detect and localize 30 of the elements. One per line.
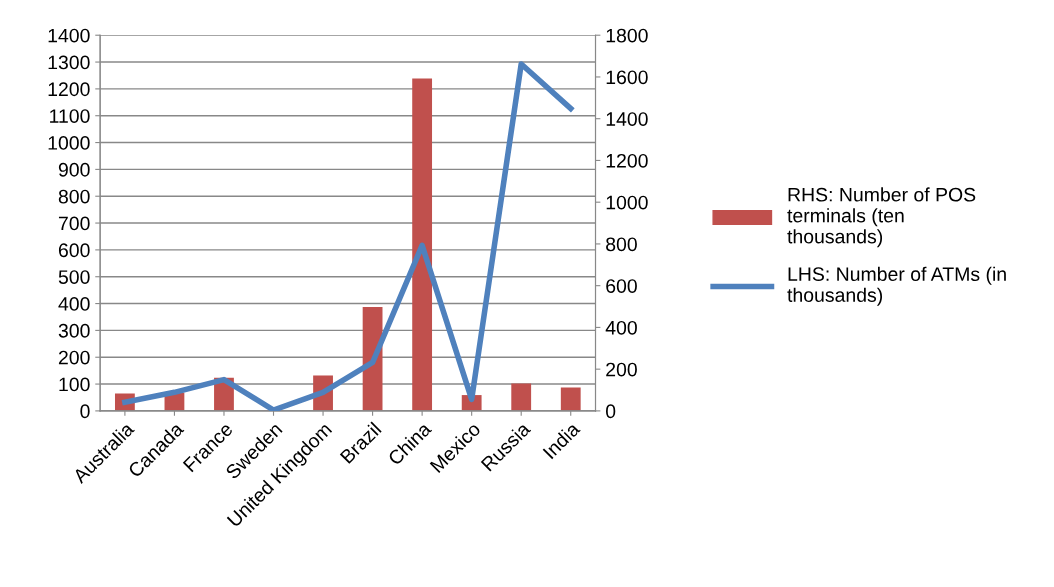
y2-tick-label: 1200 xyxy=(606,153,648,168)
legend-label: LHS: Number of ATMs (in thousands) xyxy=(787,266,1006,306)
y-tick-label: 1000 xyxy=(48,136,90,150)
bar xyxy=(511,383,532,411)
y2-tick-label: 400 xyxy=(605,320,637,335)
y2-tick-label: 1800 xyxy=(606,28,648,43)
y-tick-label: 600 xyxy=(58,243,90,258)
y-tick-label: 1200 xyxy=(48,82,90,97)
y2-tick-label: 200 xyxy=(606,362,637,377)
y2-tick-label: 800 xyxy=(606,237,637,252)
y-tick-label: 100 xyxy=(59,377,90,392)
y-tick-label: 1300 xyxy=(48,55,90,70)
y-tick-label: 300 xyxy=(58,323,90,338)
y-tick-label: 400 xyxy=(58,297,90,311)
y-tick-label: 200 xyxy=(58,350,90,365)
y2-tick-label: 1400 xyxy=(606,112,648,126)
y-tick-label: 0 xyxy=(80,404,90,419)
y-tick-label: 700 xyxy=(58,216,90,231)
y-tick-label: 1100 xyxy=(50,109,90,123)
y-tick-label: 1400 xyxy=(48,28,90,43)
legend-label: RHS: Number of POS terminals (ten thousands) xyxy=(787,187,976,248)
y2-tick-label: 1000 xyxy=(606,195,648,210)
y-tick-label: 500 xyxy=(58,270,90,284)
y-tick-label: 800 xyxy=(58,189,90,204)
bar xyxy=(560,387,581,411)
y2-tick-label: 600 xyxy=(606,279,637,293)
y-tick-label: 900 xyxy=(58,162,90,177)
bar xyxy=(412,78,433,411)
y2-tick-label: 1600 xyxy=(606,70,648,85)
y2-tick-label: 0 xyxy=(605,404,616,419)
